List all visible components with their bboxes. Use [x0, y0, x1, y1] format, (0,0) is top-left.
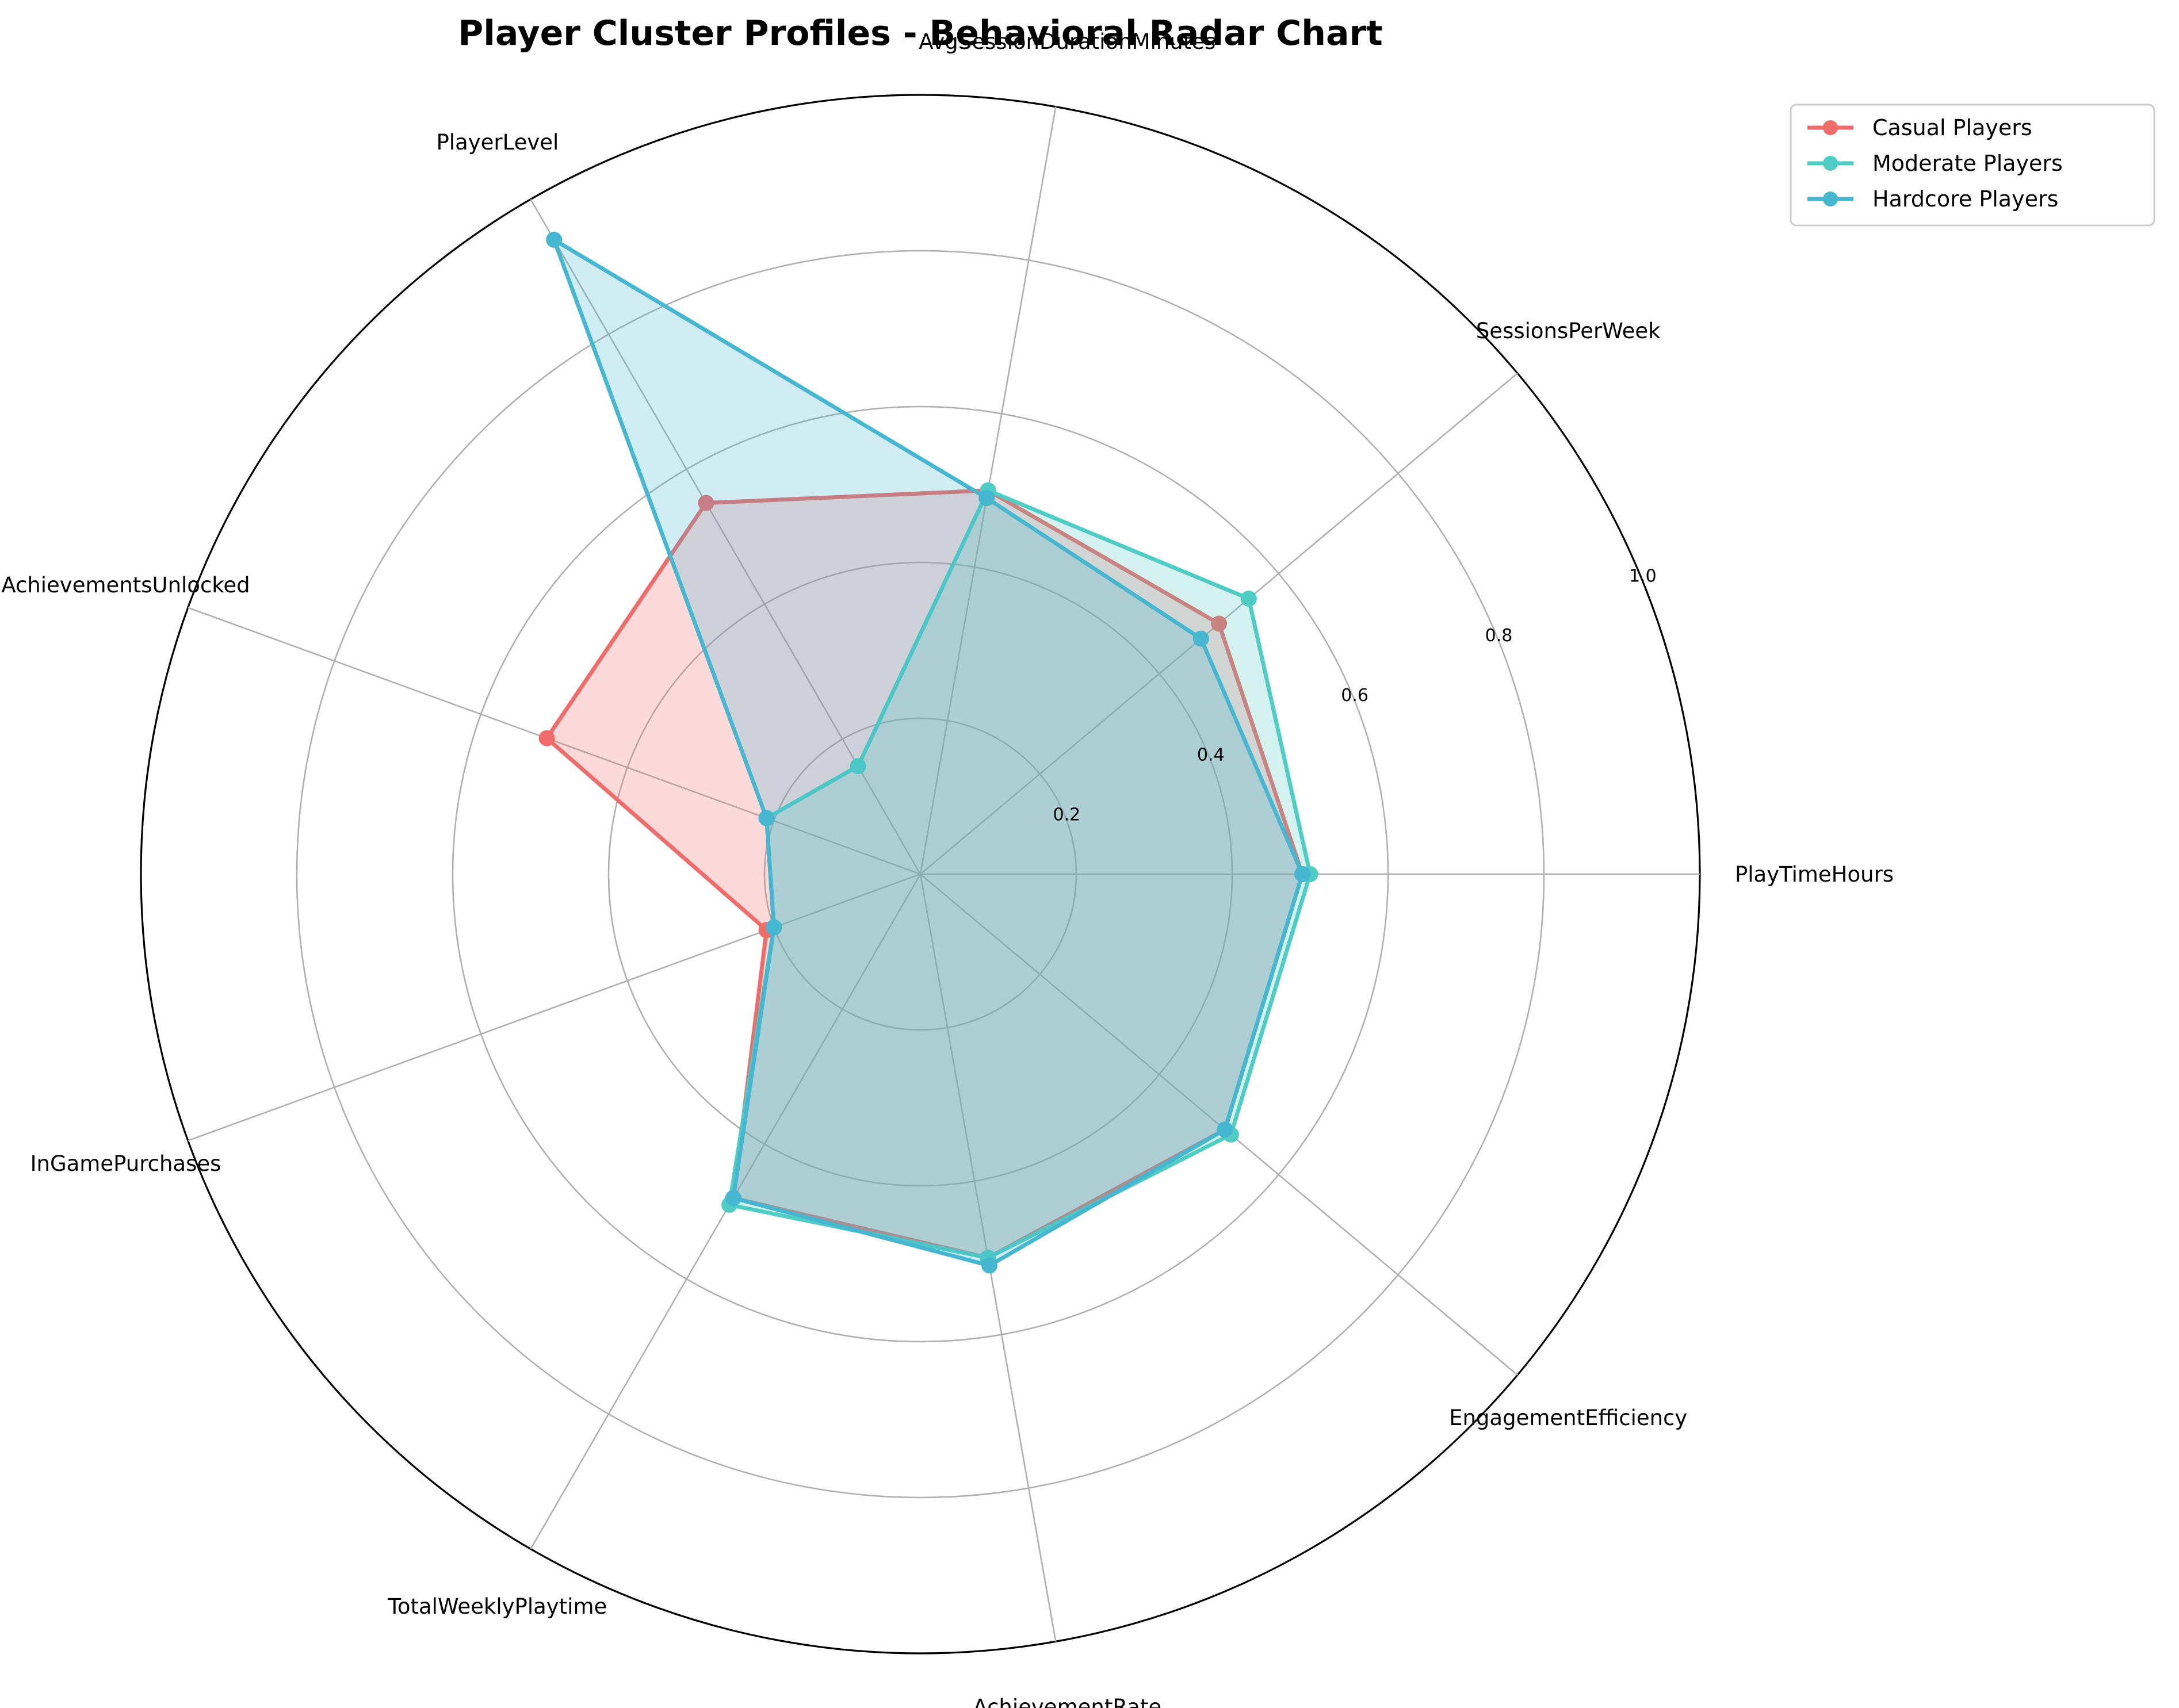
legend-label: Hardcore Players	[1872, 186, 2058, 212]
legend-swatch-marker	[1823, 120, 1838, 135]
series-area	[546, 490, 1302, 1258]
radial-tick-label: 1.0	[1629, 566, 1657, 586]
legend-item: Moderate Players	[1807, 151, 2063, 176]
data-point	[978, 490, 995, 507]
data-point	[1192, 630, 1209, 647]
data-point	[698, 495, 714, 511]
radial-tick-label: 0.4	[1197, 745, 1225, 765]
data-point	[725, 1190, 741, 1207]
series-area	[729, 490, 1310, 1258]
data-point	[546, 231, 563, 248]
axis-label: InGamePurchases	[30, 1151, 221, 1176]
data-point	[1217, 1121, 1233, 1138]
radial-tick-label: 0.2	[1053, 805, 1081, 825]
legend-swatch-marker	[1823, 156, 1838, 171]
legend-item: Casual Players	[1807, 115, 2032, 140]
legend-label: Moderate Players	[1872, 151, 2063, 176]
data-point	[758, 810, 775, 826]
axis-label: AchievementRate	[973, 1695, 1161, 1708]
data-point	[1210, 615, 1227, 632]
legend-frame	[1790, 104, 2155, 227]
legend-item: Hardcore Players	[1807, 186, 2058, 212]
series-hardcore-players	[546, 231, 1310, 1274]
axis-label: PlayerLevel	[437, 130, 559, 155]
axis-label: TotalWeeklyPlaytime	[388, 1594, 607, 1619]
chart-title: Player Cluster Profiles - Behavioral Rad…	[458, 13, 1382, 53]
axis-label: AvgSessionDurationMinutes	[919, 29, 1215, 54]
data-point	[1294, 866, 1310, 882]
legend-swatch-marker	[1823, 192, 1838, 206]
radial-tick-labels: 0.2 0.4 0.6 0.8 1.0	[1053, 566, 1657, 825]
axis-label: EngagementEfficiency	[1449, 1406, 1687, 1430]
data-point	[981, 1257, 997, 1274]
data-point	[766, 919, 782, 936]
legend: Casual Players Moderate Players Hardcore P…	[1790, 104, 2155, 227]
spoke-line	[188, 873, 921, 1142]
axis-label: AchievementsUnlocked	[1, 573, 250, 598]
axis-labels: PlayTimeHours SessionsPerWeek AvgSessionDu…	[1, 29, 1894, 1708]
axis-label: SessionsPerWeek	[1476, 319, 1661, 343]
series-area	[554, 239, 1302, 1266]
data-point	[538, 730, 555, 746]
data-point	[1240, 590, 1257, 607]
radial-tick-label: 0.8	[1485, 626, 1513, 646]
series-line	[552, 238, 1305, 1268]
data-point	[850, 758, 866, 775]
axis-label: PlayTimeHours	[1735, 862, 1894, 887]
legend-label: Casual Players	[1872, 115, 2032, 140]
radar-series	[538, 231, 1318, 1274]
series-line	[545, 488, 1305, 1260]
radial-tick-label: 0.6	[1341, 686, 1368, 706]
